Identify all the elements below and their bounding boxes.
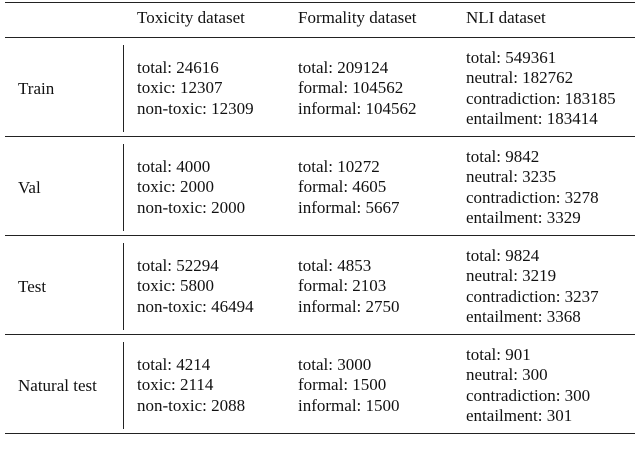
table-cell: total: 3000 formal: 1500 informal: 1500: [298, 336, 400, 435]
table-cell: total: 549361 neutral: 182762 contradictio…: [466, 39, 616, 138]
cell-line: total: 52294: [137, 255, 219, 275]
table-cell: total: 901 neutral: 300 contradiction: 300…: [466, 336, 590, 435]
cell-line: formal: 1500: [298, 375, 387, 395]
cell-line: total: 10272: [298, 156, 380, 176]
column-header: Formality dataset: [298, 8, 417, 27]
table-cell: total: 10272 formal: 4605 informal: 5667: [298, 138, 400, 237]
row-label: Val: [18, 177, 41, 197]
cell-line: contradiction: 3237: [466, 286, 599, 306]
table-row: Val total: 4000 toxic: 2000 non-toxic: 2000…: [0, 138, 640, 237]
cell-line: entailment: 3368: [466, 307, 581, 326]
top-rule: [5, 2, 635, 3]
table-cell: total: 4000 toxic: 2000 non-toxic: 2000: [137, 138, 245, 237]
table-row: Test total: 52294 toxic: 5800 non-toxic: 46…: [0, 237, 640, 336]
row-rule: [5, 136, 635, 137]
row-rule: [5, 334, 635, 335]
cell-line: neutral: 3235: [466, 167, 557, 186]
table-cell: total: 9824 neutral: 3219 contradiction: 3…: [466, 237, 599, 336]
cell-line: informal: 1500: [298, 395, 400, 415]
column-header: Toxicity dataset: [137, 8, 245, 27]
cell-line: formal: 104562: [298, 78, 404, 98]
table-cell: total: 24616 toxic: 12307 non-toxic: 12309: [137, 39, 254, 138]
cell-line: contradiction: 3278: [466, 187, 599, 207]
bottom-rule: [5, 433, 635, 434]
cell-line: contradiction: 183185: [466, 88, 616, 108]
table-cell: total: 52294 toxic: 5800 non-toxic: 46494: [137, 237, 254, 336]
row-rule: [5, 235, 635, 236]
cell-line: toxic: 2000: [137, 177, 214, 197]
cell-line: non-toxic: 12309: [137, 98, 254, 118]
cell-line: neutral: 3219: [466, 266, 557, 285]
table-cell: total: 4214 toxic: 2114 non-toxic: 2088: [137, 336, 245, 435]
table-row: Natural test total: 4214 toxic: 2114 non-to…: [0, 336, 640, 435]
cell-line: informal: 2750: [298, 296, 400, 316]
cell-line: total: 901: [466, 344, 531, 364]
column-divider: [123, 144, 124, 231]
cell-line: formal: 4605: [298, 177, 387, 197]
column-header: NLI dataset: [466, 8, 546, 27]
column-divider: [123, 243, 124, 330]
cell-line: informal: 5667: [298, 197, 400, 217]
row-label: Natural test: [18, 375, 97, 395]
cell-line: entailment: 183414: [466, 109, 598, 128]
cell-line: informal: 104562: [298, 98, 417, 118]
column-divider: [123, 45, 124, 132]
cell-line: entailment: 301: [466, 406, 573, 425]
cell-line: total: 4853: [298, 255, 372, 275]
cell-line: non-toxic: 46494: [137, 296, 254, 316]
cell-line: entailment: 3329: [466, 208, 581, 227]
header-rule: [5, 37, 635, 38]
cell-line: formal: 2103: [298, 276, 387, 296]
table-cell: total: 209124 formal: 104562 informal: 104…: [298, 39, 417, 138]
cell-line: total: 209124: [298, 57, 389, 77]
cell-line: toxic: 12307: [137, 78, 223, 98]
cell-line: toxic: 2114: [137, 375, 214, 395]
table-cell: total: 4853 formal: 2103 informal: 2750: [298, 237, 400, 336]
row-label: Test: [18, 276, 47, 296]
cell-line: neutral: 300: [466, 365, 548, 384]
cell-line: non-toxic: 2000: [137, 197, 246, 217]
cell-line: neutral: 182762: [466, 68, 574, 87]
cell-line: total: 24616: [137, 57, 219, 77]
row-label: Train: [18, 78, 55, 98]
table-row: Train total: 24616 toxic: 12307 non-toxic: …: [0, 39, 640, 138]
cell-line: total: 549361: [466, 47, 557, 67]
cell-line: contradiction: 300: [466, 385, 591, 405]
table-cell: total: 9842 neutral: 3235 contradiction: 3…: [466, 138, 599, 237]
cell-line: total: 3000: [298, 354, 372, 374]
column-divider: [123, 342, 124, 429]
cell-line: total: 4214: [137, 354, 211, 374]
cell-line: non-toxic: 2088: [137, 395, 246, 415]
cell-line: total: 9824: [466, 245, 540, 265]
cell-line: toxic: 5800: [137, 276, 214, 296]
cell-line: total: 9842: [466, 146, 540, 166]
cell-line: total: 4000: [137, 156, 211, 176]
